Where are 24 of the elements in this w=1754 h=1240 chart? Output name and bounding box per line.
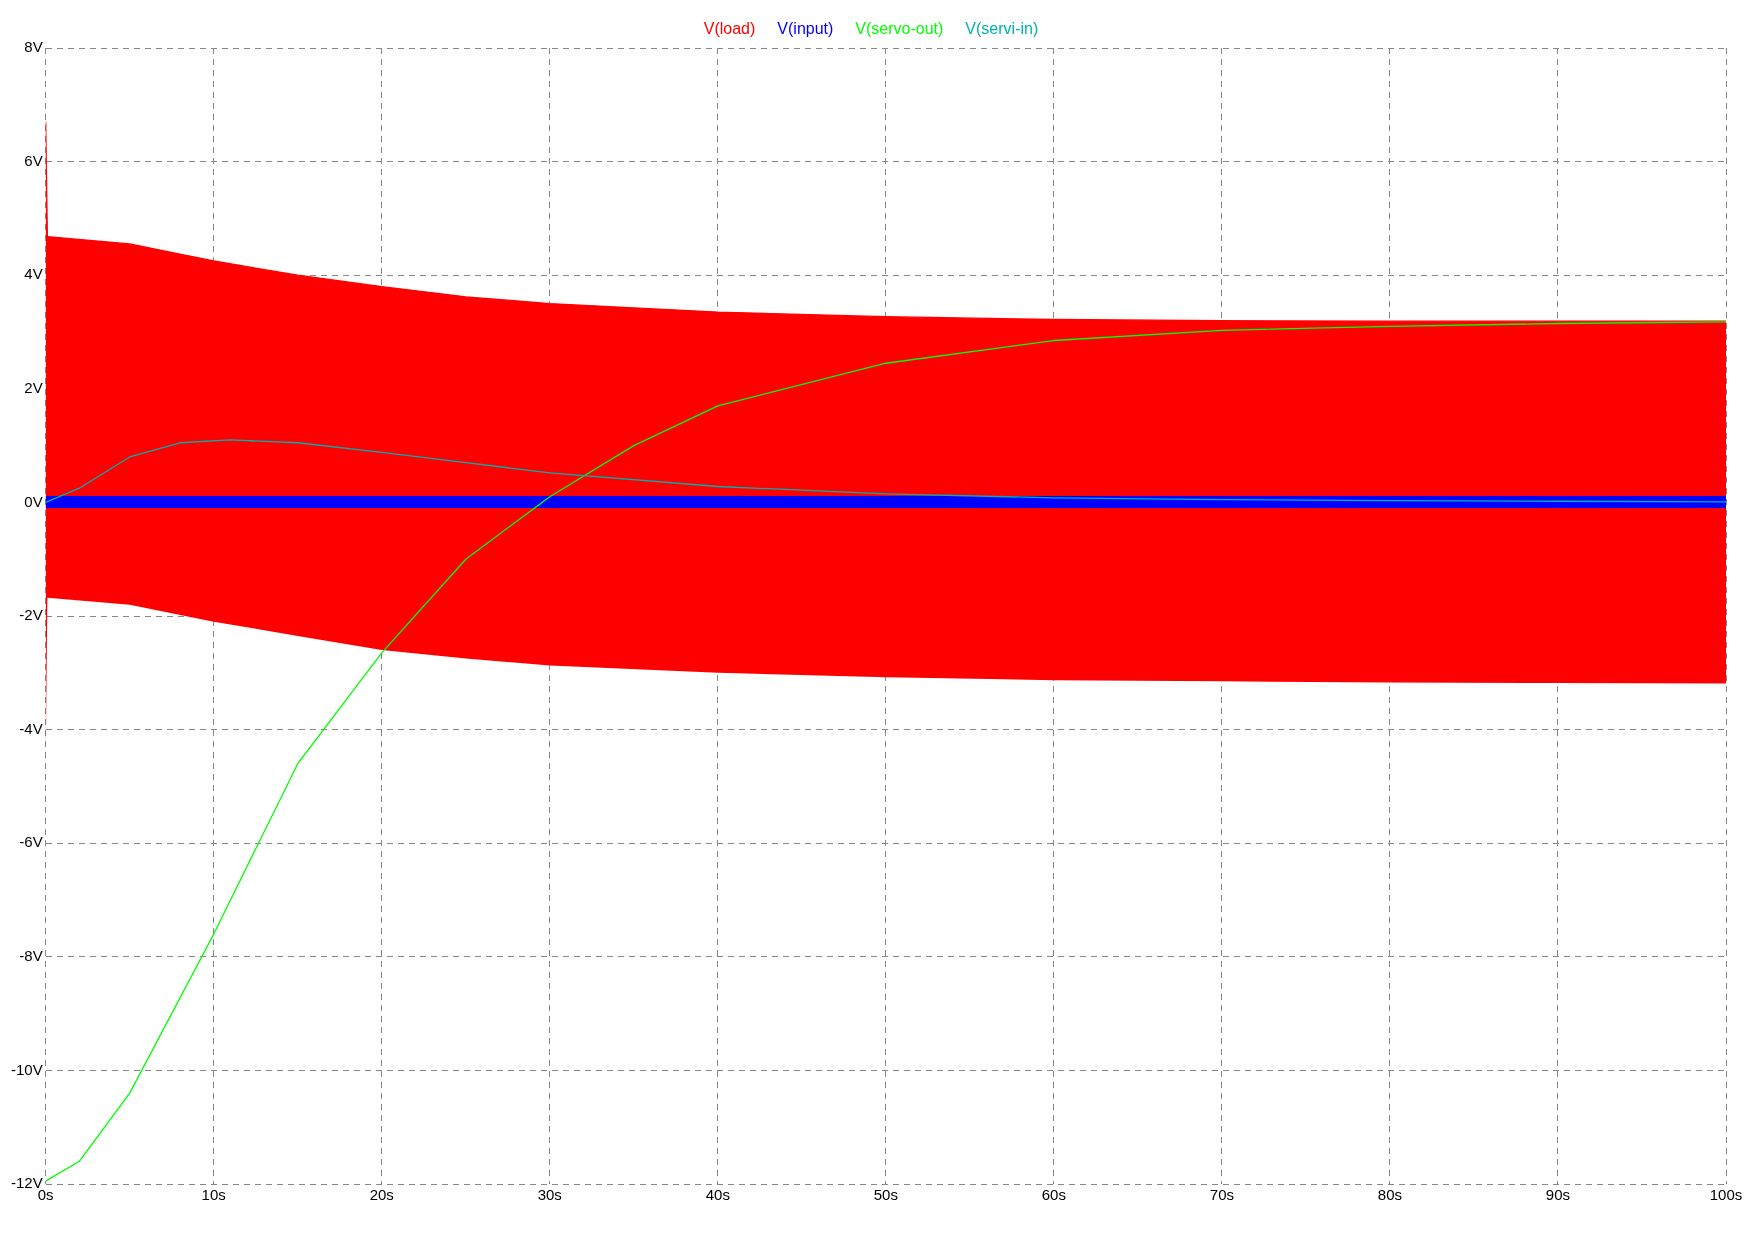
x-tick-label: 50s [873, 1186, 898, 1204]
x-tick-label: 20s [369, 1186, 394, 1204]
y-tick-label: 8V [24, 38, 43, 56]
y-tick-label: 0V [24, 492, 43, 510]
y-tick-label: -4V [19, 719, 43, 737]
text: V(servo-out) [855, 20, 944, 38]
x-tick-label: 10s [201, 1186, 226, 1204]
x-tick-label: 80s [1377, 1186, 1403, 1204]
text: V(servi-in) [965, 20, 1039, 38]
x-tick-label: 70s [1209, 1186, 1234, 1204]
y-tick-label: 6V [24, 151, 43, 169]
x-tick-label: 100s [1709, 1186, 1743, 1204]
text: V(input) [777, 20, 834, 38]
y-tick-label: -2V [19, 606, 43, 624]
y-tick-label: 4V [24, 265, 43, 283]
y-tick-label: -6V [19, 833, 43, 851]
y-tick-label: -10V [11, 1060, 43, 1078]
x-tick-label: 40s [705, 1186, 730, 1204]
y-tick-label: -8V [19, 946, 43, 964]
x-tick-label: 30s [537, 1186, 562, 1204]
x-tick-label: 60s [1041, 1186, 1066, 1204]
x-tick-label: 90s [1545, 1186, 1571, 1204]
text: V(load) [703, 20, 756, 38]
y-tick-label: 2V [24, 378, 43, 396]
